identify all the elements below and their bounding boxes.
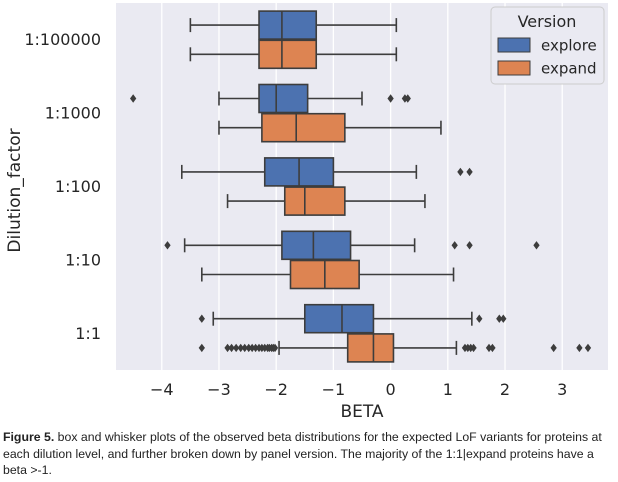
outlier-point <box>198 343 205 353</box>
y-tick-label: 1:1 <box>75 324 101 343</box>
box-explore-1:1 <box>198 303 507 334</box>
box-series <box>130 10 592 363</box>
legend-label-explore: explore <box>541 37 597 55</box>
outlier-point <box>164 241 171 250</box>
outlier-point <box>245 343 252 353</box>
x-tick-label: −3 <box>207 380 231 399</box>
outlier-point <box>457 167 464 177</box>
box-iqr <box>261 112 346 143</box>
outlier-point <box>387 94 394 103</box>
legend-swatch-expand <box>497 60 531 76</box>
caption-text: box and whisker plots of the observed be… <box>3 430 602 477</box>
box-expand-1:1000 <box>218 112 442 143</box>
outlier-point <box>237 343 244 353</box>
y-tick-label: 1:10 <box>65 250 101 269</box>
box-expand-1:10 <box>201 259 455 290</box>
outlier-point <box>466 241 473 250</box>
x-tick-label: −1 <box>322 380 346 399</box>
box-explore-1:1000 <box>130 83 411 114</box>
x-axis-label: BETA <box>340 402 383 422</box>
x-tick-label: 0 <box>386 380 396 399</box>
outlier-point <box>224 343 231 353</box>
outlier-point <box>466 167 473 177</box>
x-tick-label: −4 <box>150 380 174 399</box>
box-iqr <box>283 186 346 216</box>
legend-items: explore expand <box>497 37 597 78</box>
outlier-point <box>550 343 557 353</box>
outlier-point <box>404 94 411 103</box>
box-explore-1:10 <box>164 230 540 261</box>
box-expand-1:1 <box>198 333 592 363</box>
outlier-point <box>228 343 235 353</box>
x-tick-label: 1 <box>443 380 453 399</box>
outlier-point <box>451 241 458 250</box>
box-explore-1:100 <box>180 157 473 187</box>
y-axis-label: Dilution_factor <box>5 128 25 252</box>
legend-title: Version <box>518 12 577 31</box>
box-expand-1:100000 <box>189 39 398 70</box>
box-expand-1:100 <box>226 186 426 216</box>
outlier-point <box>489 343 496 353</box>
box-iqr <box>303 303 375 334</box>
caption-label: Figure 5. <box>3 430 55 444</box>
outlier-point <box>476 314 483 323</box>
y-tick-label: 1:100 <box>55 177 101 196</box>
legend: Version explore expand <box>490 6 605 85</box>
outlier-point <box>496 314 503 323</box>
x-tick-label: 3 <box>557 380 567 399</box>
outlier-point <box>470 343 477 353</box>
x-tick-labels: −4 −3 −2 −1 0 1 2 3 <box>150 380 567 399</box>
outlier-point <box>130 94 137 103</box>
box-iqr <box>258 10 318 40</box>
outlier-point <box>241 343 248 353</box>
box-iqr <box>258 39 318 70</box>
y-tick-label: 1:1000 <box>45 104 101 123</box>
y-tick-label: 1:100000 <box>24 30 101 49</box>
box-iqr <box>346 333 395 363</box>
box-iqr <box>281 230 352 261</box>
box-explore-1:100000 <box>189 10 398 40</box>
legend-label-expand: expand <box>541 60 597 78</box>
outlier-point <box>576 343 583 353</box>
outlier-point <box>485 343 493 353</box>
y-tick-labels: 1:100000 1:1000 1:100 1:10 1:1 <box>24 30 101 343</box>
outlier-point <box>271 343 279 353</box>
outlier-point <box>533 241 540 250</box>
outlier-point <box>500 314 507 323</box>
x-tick-label: −2 <box>264 380 288 399</box>
outlier-point <box>584 343 592 353</box>
outlier-point <box>232 343 240 353</box>
figure-caption: Figure 5. box and whisker plots of the o… <box>3 429 615 479</box>
x-tick-label: 2 <box>500 380 510 399</box>
box-iqr <box>258 83 309 114</box>
outlier-point <box>252 343 259 353</box>
legend-swatch-explore <box>497 37 531 53</box>
outlier-point <box>249 343 256 353</box>
outlier-point <box>198 314 205 323</box>
